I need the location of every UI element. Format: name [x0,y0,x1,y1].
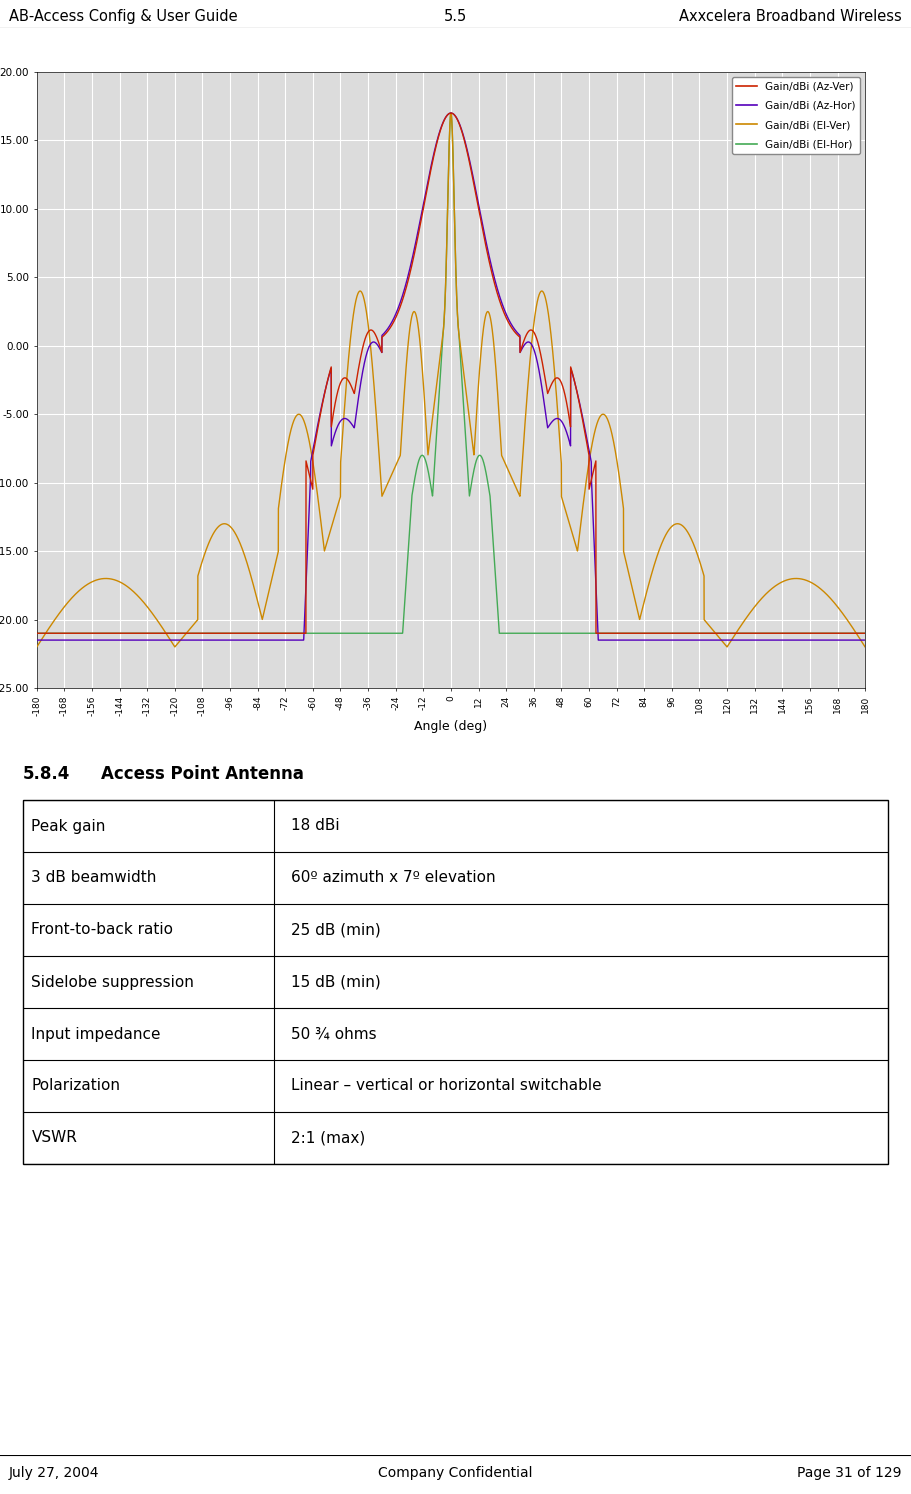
Text: Access Point Antenna: Access Point Antenna [101,765,303,783]
Text: 15 dB (min): 15 dB (min) [292,974,381,989]
Legend: Gain/dBi (Az-Ver), Gain/dBi (Az-Hor), Gain/dBi (El-Ver), Gain/dBi (El-Hor): Gain/dBi (Az-Ver), Gain/dBi (Az-Hor), Ga… [732,78,860,154]
Text: 3 dB beamwidth: 3 dB beamwidth [31,871,157,886]
Text: 5.8.4: 5.8.4 [23,765,70,783]
Text: 50 ¾ ohms: 50 ¾ ohms [292,1026,376,1041]
Text: AB-Access Config & User Guide: AB-Access Config & User Guide [9,9,238,24]
Text: Company Confidential: Company Confidential [378,1466,533,1479]
Text: 25 dB (min): 25 dB (min) [292,922,381,938]
Text: 18 dBi: 18 dBi [292,819,340,834]
Text: Input impedance: Input impedance [31,1026,161,1041]
Text: Page 31 of 129: Page 31 of 129 [797,1466,902,1479]
Text: 5.5: 5.5 [444,9,467,24]
Text: 2:1 (max): 2:1 (max) [292,1131,365,1146]
Text: Peak gain: Peak gain [31,819,106,834]
X-axis label: Angle (deg): Angle (deg) [415,720,487,734]
Text: Polarization: Polarization [31,1079,120,1094]
Text: 60º azimuth x 7º elevation: 60º azimuth x 7º elevation [292,871,496,886]
Text: Sidelobe suppression: Sidelobe suppression [31,974,194,989]
Text: July 27, 2004: July 27, 2004 [9,1466,99,1479]
Text: Linear – vertical or horizontal switchable: Linear – vertical or horizontal switchab… [292,1079,601,1094]
Text: Axxcelera Broadband Wireless: Axxcelera Broadband Wireless [679,9,902,24]
Text: VSWR: VSWR [31,1131,77,1146]
Text: Front-to-back ratio: Front-to-back ratio [31,922,173,938]
